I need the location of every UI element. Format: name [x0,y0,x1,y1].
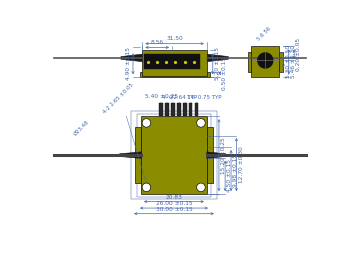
Text: 20.83: 20.83 [166,195,183,200]
Bar [143,50,207,76]
Text: Ø23.48: Ø23.48 [73,119,91,137]
Text: 0.50 ±0.15: 0.50 ±0.15 [222,57,227,90]
Bar [141,116,207,194]
Text: 5.46 ±0.30: 5.46 ±0.30 [291,45,296,78]
Circle shape [142,183,151,192]
Circle shape [197,183,205,192]
Text: 26.00 ±0.15: 26.00 ±0.15 [156,201,192,206]
Polygon shape [207,54,228,62]
Text: 0.20 ±0.05: 0.20 ±0.05 [296,38,301,71]
Text: 8.56: 8.56 [151,40,164,45]
Circle shape [197,119,205,127]
Bar [165,103,169,116]
Text: 5.30 ±0.50: 5.30 ±0.50 [285,45,291,78]
Text: 30.00 ±0.15: 30.00 ±0.15 [156,207,192,212]
Bar [248,52,251,72]
Bar [135,127,141,183]
Text: 14- 0.75 TYP: 14- 0.75 TYP [188,95,222,100]
Bar [207,127,213,183]
Text: 4- Ø2.64 TYP: 4- Ø2.64 TYP [162,95,197,100]
Polygon shape [207,152,226,158]
Bar [177,103,181,116]
Text: 5.6 56: 5.6 56 [256,26,272,42]
Bar [144,55,200,69]
Bar [140,72,210,77]
Bar [195,103,198,116]
Text: 5.40 ±0.25: 5.40 ±0.25 [145,94,178,99]
Text: 12.70 ±0.30: 12.70 ±0.30 [239,146,244,183]
Polygon shape [121,54,143,62]
Bar [171,103,175,116]
Text: 15.20 ±0.25: 15.20 ±0.25 [221,137,226,174]
Bar [183,103,186,116]
Polygon shape [120,152,141,158]
Bar [159,103,163,116]
Bar [279,52,283,72]
Text: 4.50 ±0.15: 4.50 ±0.15 [227,160,232,193]
Bar [131,111,217,200]
Text: 31.50: 31.50 [166,36,183,41]
Bar [189,103,193,116]
Text: 4-2 2.65 ±0.05: 4-2 2.65 ±0.05 [102,82,134,114]
Bar [137,113,211,197]
Text: 5.20 ±0.15: 5.20 ±0.15 [215,47,220,80]
Text: 4.90 ±0.15: 4.90 ±0.15 [126,47,131,80]
Bar [251,46,279,77]
Text: 9.98 ±0.15: 9.98 ±0.15 [233,154,238,187]
Circle shape [258,53,273,68]
Circle shape [142,119,151,127]
